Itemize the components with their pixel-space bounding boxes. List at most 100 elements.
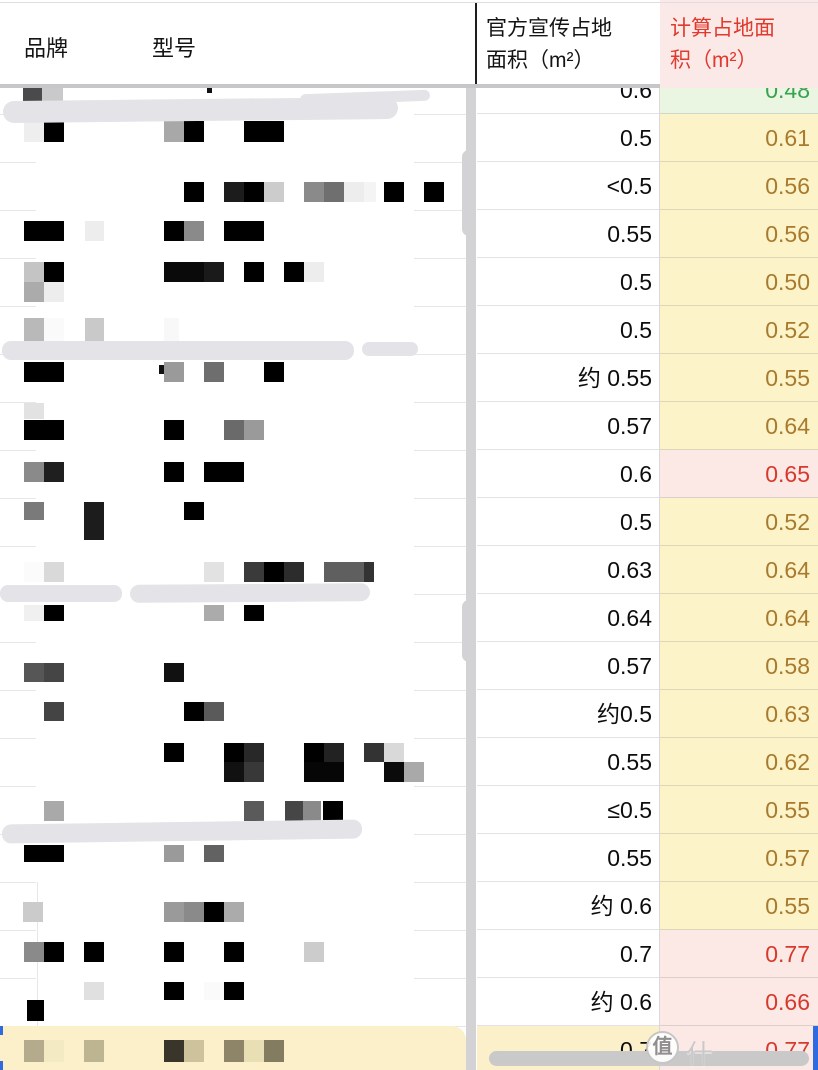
redaction-block xyxy=(44,462,64,482)
calculated-area-cell[interactable]: 0.52 xyxy=(660,306,818,354)
redaction-block xyxy=(24,420,64,440)
gridline-fragment xyxy=(0,546,36,547)
official-area-header-cell[interactable]: 官方宣传占地 面积（m²） xyxy=(486,17,612,72)
calculated-area-cell[interactable]: 0.55 xyxy=(660,786,818,834)
official-area-cell[interactable]: 约 0.55 xyxy=(477,354,660,402)
redaction-block xyxy=(24,562,44,582)
redaction-block xyxy=(44,262,64,282)
redaction-block xyxy=(164,845,184,862)
redaction-block xyxy=(424,182,444,202)
brand-header-cell[interactable]: 品牌 xyxy=(24,36,69,61)
gridline-fragment xyxy=(414,450,466,451)
censored-columns-pane xyxy=(0,114,466,1027)
gridline-fragment xyxy=(0,162,36,163)
redaction-block xyxy=(164,902,184,922)
model-header-cell[interactable]: 型号 xyxy=(152,36,197,61)
redaction-block xyxy=(244,1040,264,1062)
redaction-block xyxy=(164,743,184,762)
table-row: 约 0.6 0.66 xyxy=(477,978,818,1026)
gridline-fragment xyxy=(414,114,466,115)
redaction-block xyxy=(184,502,204,520)
redaction-block xyxy=(285,801,303,821)
redaction-block xyxy=(204,462,244,482)
official-area-cell[interactable]: 0.55 xyxy=(477,738,660,786)
calculated-area-cell[interactable]: 0.57 xyxy=(660,834,818,882)
table-row: 0.5 0.52 xyxy=(477,498,818,546)
table-row: 约0.5 0.63 xyxy=(477,690,818,738)
redaction-block xyxy=(24,1040,44,1062)
calc-area-header-cell[interactable]: 计算占地面 积（m²） xyxy=(660,0,818,88)
calculated-area-cell[interactable]: 0.52 xyxy=(660,498,818,546)
official-area-cell[interactable]: 0.5 xyxy=(477,498,660,546)
official-area-cell[interactable]: 0.5 xyxy=(477,258,660,306)
vertical-scrollbar-thumb[interactable] xyxy=(462,150,476,236)
selection-border-left-bottom xyxy=(0,1061,3,1070)
official-area-cell[interactable]: 约 0.6 xyxy=(477,978,660,1026)
official-area-cell[interactable]: ≤0.5 xyxy=(477,786,660,834)
official-area-cell[interactable]: 0.7 xyxy=(477,930,660,978)
official-area-cell[interactable]: 约0.5 xyxy=(477,690,660,738)
horizontal-scrollbar-thumb[interactable] xyxy=(489,1051,809,1066)
vertical-scrollbar-thumb[interactable] xyxy=(462,600,476,662)
redaction-block xyxy=(24,663,44,682)
calculated-area-cell[interactable]: 0.64 xyxy=(660,402,818,450)
redaction-block xyxy=(44,282,64,302)
redaction-block xyxy=(324,182,344,202)
official-area-cell[interactable]: <0.5 xyxy=(477,162,660,210)
vertical-scrollbar-track[interactable] xyxy=(466,0,476,1070)
calculated-area-cell[interactable]: 0.58 xyxy=(660,642,818,690)
calculated-area-cell[interactable]: 0.62 xyxy=(660,738,818,786)
calculated-area-cell[interactable]: 0.64 xyxy=(660,594,818,642)
official-area-cell[interactable]: 0.57 xyxy=(477,402,660,450)
calculated-area-cell[interactable]: 0.55 xyxy=(660,354,818,402)
official-area-cell[interactable]: 0.5 xyxy=(477,114,660,162)
whiteout-streak xyxy=(2,341,354,360)
redaction-block xyxy=(304,743,324,762)
official-area-cell[interactable]: 0.63 xyxy=(477,546,660,594)
table-row: 0.7 0.77 xyxy=(477,930,818,978)
official-area-cell[interactable]: 0.55 xyxy=(477,834,660,882)
official-area-cell[interactable]: 约 0.6 xyxy=(477,882,660,930)
official-area-cell[interactable]: 0.5 xyxy=(477,306,660,354)
calculated-area-cell[interactable]: 0.63 xyxy=(660,690,818,738)
redaction-block xyxy=(284,262,304,282)
calculated-area-cell[interactable]: 0.66 xyxy=(660,978,818,1026)
official-area-cell[interactable]: 0.6 xyxy=(477,450,660,498)
calculated-area-cell[interactable]: 0.50 xyxy=(660,258,818,306)
calc-area-header-label: 计算占地面 积（m²） xyxy=(670,17,775,72)
smzdm-logo-icon: 值 xyxy=(646,1031,679,1064)
gridline-fragment xyxy=(414,786,466,787)
gridline-fragment xyxy=(414,690,466,691)
redaction-block xyxy=(204,362,224,382)
watermark-text: 什么值得买 xyxy=(686,1040,714,1070)
redaction-block xyxy=(344,182,364,202)
calculated-area-cell[interactable]: 0.64 xyxy=(660,546,818,594)
redaction-block xyxy=(364,182,376,202)
redaction-block xyxy=(44,663,64,682)
redaction-block xyxy=(24,221,64,241)
gridline-fragment xyxy=(414,642,466,643)
official-area-cell[interactable]: 0.57 xyxy=(477,642,660,690)
redaction-block xyxy=(304,942,324,962)
redaction-block xyxy=(244,801,264,821)
official-area-cell[interactable]: 0.64 xyxy=(477,594,660,642)
calculated-area-cell[interactable]: 0.61 xyxy=(660,114,818,162)
gridline-fragment xyxy=(0,690,36,691)
calculated-area-cell[interactable]: 0.77 xyxy=(660,930,818,978)
calculated-area-cell[interactable]: 0.56 xyxy=(660,162,818,210)
selection-border-left-top xyxy=(0,1026,3,1035)
redaction-block xyxy=(184,121,204,142)
calculated-area-cell[interactable]: 0.56 xyxy=(660,210,818,258)
official-area-cell[interactable]: 0.55 xyxy=(477,210,660,258)
redaction-block xyxy=(24,942,44,962)
redaction-block xyxy=(184,182,204,202)
redaction-block xyxy=(164,462,184,482)
redaction-block xyxy=(204,702,224,721)
redaction-block xyxy=(384,182,404,202)
table-row: 0.57 0.64 xyxy=(477,402,818,450)
calculated-area-cell[interactable]: 0.65 xyxy=(660,450,818,498)
redaction-block xyxy=(324,743,344,762)
calculated-area-cell[interactable]: 0.55 xyxy=(660,882,818,930)
header-background xyxy=(0,0,661,88)
redaction-block xyxy=(244,743,264,762)
